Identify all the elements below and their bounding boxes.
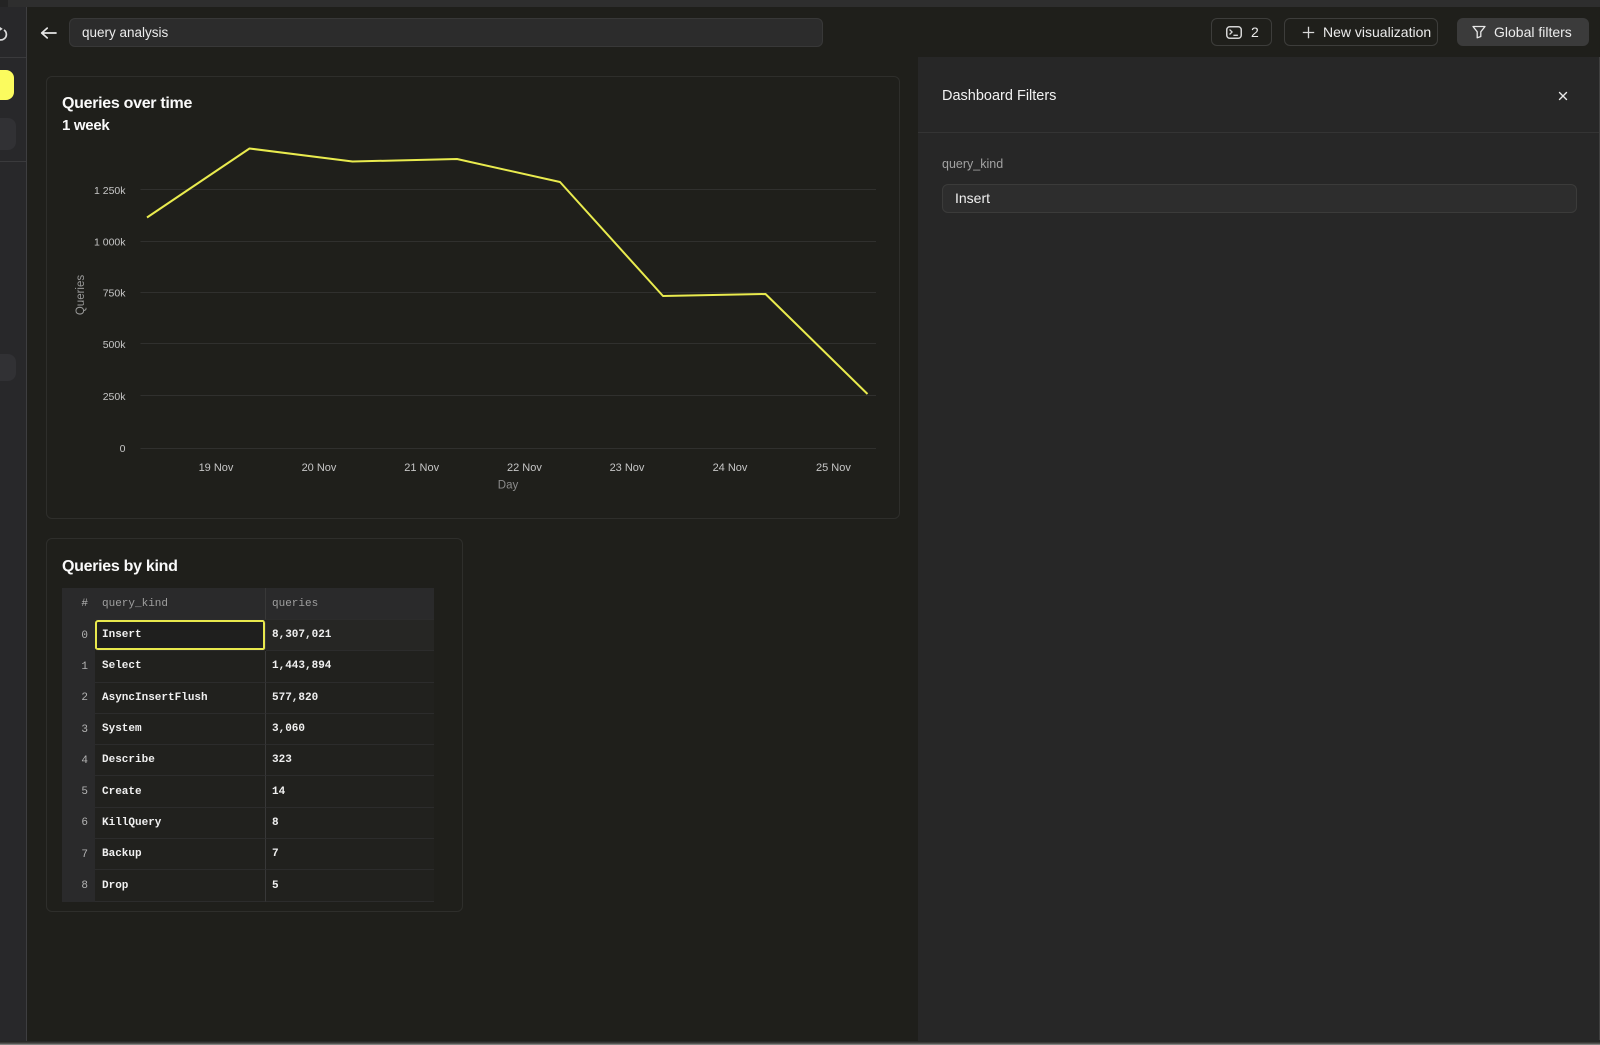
svg-text:25 Nov: 25 Nov	[816, 462, 851, 474]
svg-text:20 Nov: 20 Nov	[302, 462, 337, 474]
svg-text:21 Nov: 21 Nov	[404, 462, 439, 474]
svg-text:750k: 750k	[103, 288, 127, 300]
svg-text:1 000k: 1 000k	[94, 237, 126, 249]
svg-text:22 Nov: 22 Nov	[507, 462, 542, 474]
svg-text:0: 0	[120, 443, 126, 455]
svg-text:500k: 500k	[103, 339, 127, 351]
svg-text:1 250k: 1 250k	[94, 185, 126, 197]
svg-text:Queries: Queries	[75, 275, 87, 316]
svg-text:24 Nov: 24 Nov	[713, 462, 748, 474]
svg-text:250k: 250k	[103, 391, 127, 403]
svg-text:Day: Day	[498, 480, 519, 492]
svg-text:23 Nov: 23 Nov	[610, 462, 645, 474]
svg-text:19 Nov: 19 Nov	[199, 462, 234, 474]
